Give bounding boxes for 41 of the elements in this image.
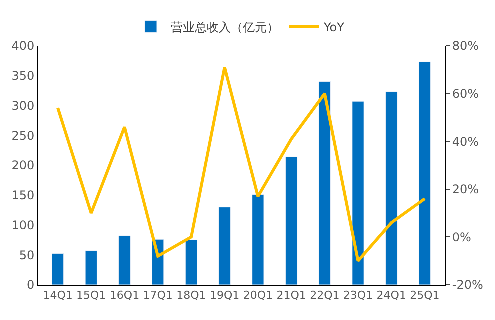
y-tick-label: 250: [12, 128, 35, 143]
bar: [418, 62, 432, 285]
y2-tick-label: -20%: [452, 278, 484, 292]
y-tick-label: 0: [26, 278, 35, 292]
legend-label: 营业总收入（亿元）: [171, 20, 279, 34]
bar: [352, 101, 364, 285]
y-tick-label: 350: [12, 69, 35, 84]
bar: [285, 156, 298, 285]
y2-tick-label: 40%: [452, 134, 480, 149]
x-tick-label: 17Q1: [143, 289, 173, 302]
x-tick-label: 25Q1: [410, 289, 440, 302]
y2-tick-label: 60%: [452, 87, 480, 101]
x-tick-label: 18Q1: [176, 289, 206, 302]
y2-tick-label: 20%: [452, 182, 480, 197]
x-tick-label: 23Q1: [343, 289, 374, 302]
y-tick-label: 400: [12, 39, 35, 54]
y-tick-label: 200: [12, 158, 35, 173]
bar: [218, 207, 231, 285]
y2-tick-label: 0%: [452, 230, 472, 244]
bar: [252, 194, 264, 285]
y2-tick-label: 80%: [452, 39, 480, 54]
x-tick-label: 21Q1: [276, 289, 306, 302]
bar: [386, 92, 398, 285]
bar: [318, 82, 331, 285]
y-tick-label: 300: [12, 98, 35, 113]
y-tick-label: 150: [12, 188, 35, 203]
y-tick-label: 50: [19, 248, 35, 262]
bar: [85, 250, 98, 285]
bar: [185, 240, 198, 285]
x-tick-label: 16Q1: [110, 289, 140, 302]
x-tick-label: 24Q1: [376, 289, 406, 302]
x-tick-label: 19Q1: [210, 289, 240, 302]
x-tick-label: 14Q1: [43, 289, 73, 302]
x-tick-label: 20Q1: [243, 289, 274, 302]
bar: [52, 254, 64, 285]
line-series: [56, 66, 426, 263]
x-tick-label: 22Q1: [310, 289, 340, 302]
x-tick-label: 15Q1: [76, 289, 106, 302]
bar: [118, 236, 131, 285]
y-tick-label: 100: [12, 218, 35, 232]
legend-label: YoY: [323, 20, 346, 34]
